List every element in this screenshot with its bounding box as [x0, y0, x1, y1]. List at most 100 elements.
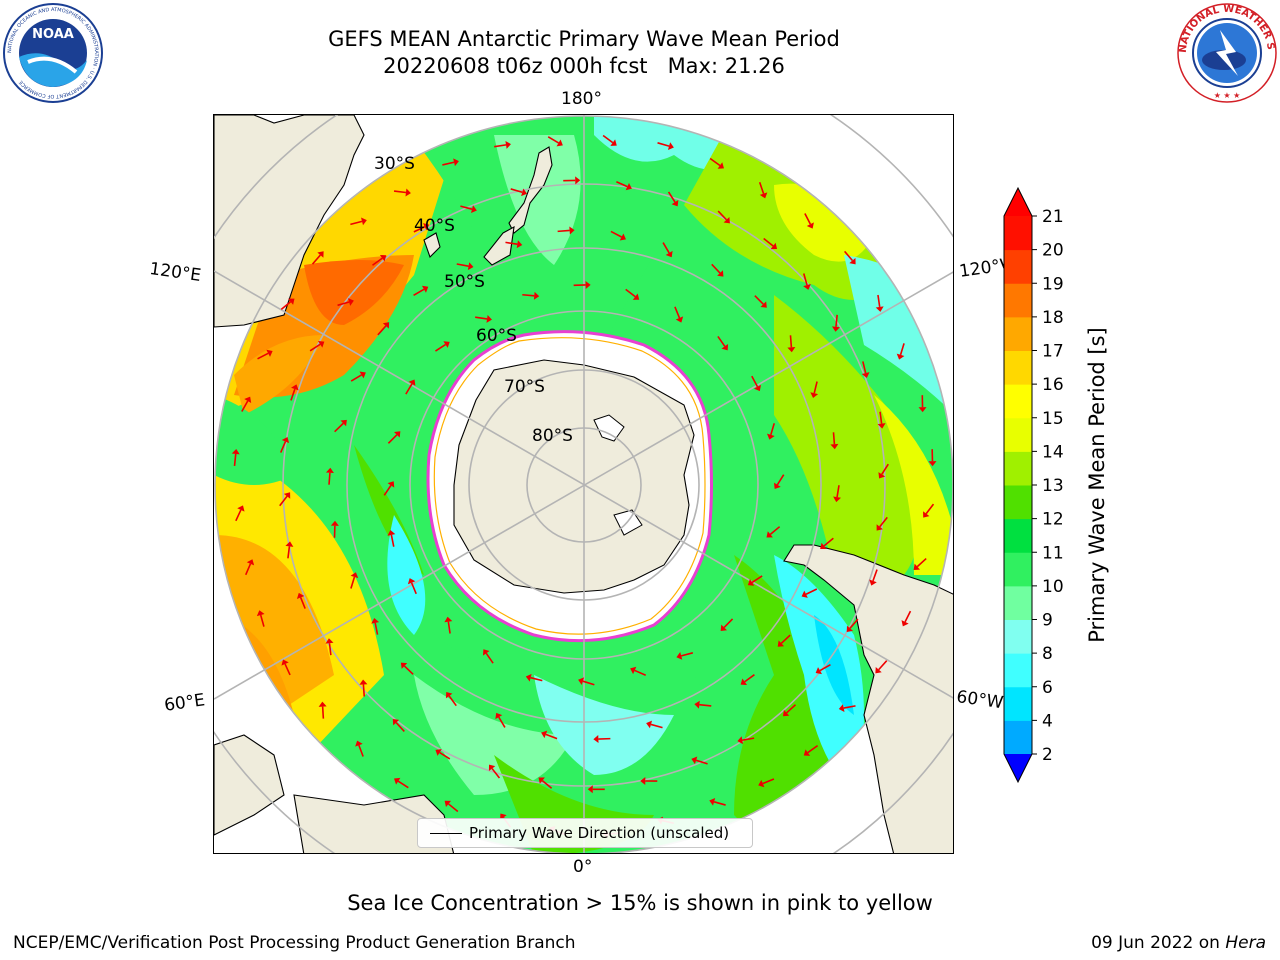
wave-arrow-head: [325, 467, 334, 474]
wave-arrow-shaft: [350, 220, 363, 226]
colorbar-segment: [1004, 552, 1032, 587]
wave-arrow-head: [901, 620, 909, 627]
wave-arrow-head: [675, 316, 684, 323]
wave-arrow-shaft: [843, 705, 856, 709]
wave-arrow-head: [488, 764, 496, 772]
wave-arrow-shaft: [460, 205, 473, 210]
wave-arrow-shaft: [448, 695, 457, 707]
wave-arrow-head: [766, 531, 773, 538]
wave-arrow-head: [877, 423, 886, 429]
wave-arrow-head: [753, 384, 761, 392]
wave-arrow-head: [382, 322, 390, 329]
colorbar-tick-label: 17: [1042, 342, 1064, 362]
wave-arrow-head: [435, 749, 442, 756]
wave-arrow-head: [625, 182, 632, 191]
wave-arrow-shaft: [410, 582, 417, 595]
wave-arrow-shaft: [280, 301, 292, 310]
wave-arrow-shaft: [557, 229, 570, 233]
wave-arrow-shaft: [447, 621, 451, 634]
wave-arrow-shaft: [530, 676, 543, 682]
wave-arrow-shaft: [435, 343, 446, 352]
wave-arrow-shaft: [616, 180, 628, 188]
wave-arrow-head: [849, 257, 856, 265]
lon-label-120e: 120°E: [148, 259, 203, 287]
wave-arrow-shaft: [807, 744, 819, 754]
footer-date: 09 Jun 2022 on Hera: [1091, 933, 1266, 953]
colorbar-segment: [1004, 316, 1032, 351]
colorbar-segment: [1004, 384, 1032, 419]
wave-arrow-head: [676, 652, 683, 660]
wave-arrow-shaft: [844, 250, 853, 262]
colorbar: 2 4 6 8 9 10 11 12 13 14 15 16 17 18 19 20 21: [1003, 186, 1064, 784]
wave-arrow-shaft: [328, 643, 332, 656]
wave-arrow-head: [444, 616, 453, 623]
colorbar-tick-label: 19: [1042, 274, 1064, 294]
wave-arrow-shaft: [485, 652, 494, 664]
colorbar-segment: [1004, 216, 1032, 251]
wave-arrow-head: [330, 520, 339, 526]
wave-arrow-head: [709, 797, 716, 806]
wave-arrow-shaft: [545, 733, 558, 740]
wave-arrow-head: [928, 461, 937, 467]
wave-arrow-head: [646, 720, 653, 729]
wave-arrow-shaft: [395, 722, 405, 732]
wave-arrow-head: [846, 625, 854, 632]
wave-arrow-head: [876, 524, 883, 531]
wave-arrow-head: [541, 730, 548, 739]
lat-label-70s: 70°S: [504, 377, 545, 397]
wave-arrow-head: [266, 349, 273, 357]
wave-arrow-head: [317, 340, 325, 348]
colorbar-segment: [1004, 249, 1032, 284]
wave-arrow-shaft: [387, 434, 398, 444]
wave-arrow-head: [665, 250, 673, 258]
wave-arrow-head: [394, 431, 401, 438]
wave-arrow-head: [400, 662, 408, 669]
wave-arrow-head: [318, 701, 327, 707]
wave-arrow-shaft: [681, 652, 694, 657]
wave-arrow-shaft: [350, 576, 356, 589]
lon-label-60e: 60°E: [163, 690, 207, 716]
wave-arrow-head: [801, 590, 808, 598]
colorbar-extend-under: [1004, 754, 1032, 782]
wave-arrow-shaft: [657, 142, 670, 147]
wave-arrow-shaft: [494, 144, 507, 148]
wave-arrow-shaft: [602, 134, 614, 144]
footer-date-text: 09 Jun 2022 on: [1091, 933, 1226, 953]
wave-arrow-shaft: [711, 263, 721, 274]
wave-arrow-head: [359, 371, 366, 379]
wave-arrow-head: [803, 749, 811, 756]
wave-arrow-head: [758, 779, 765, 788]
colorbar-segment: [1004, 720, 1032, 755]
wave-arrow-shaft: [804, 213, 812, 225]
wave-arrow-head: [923, 511, 930, 518]
wave-arrow-shaft: [498, 716, 506, 728]
wave-arrow-shaft: [709, 157, 721, 167]
wave-arrow-head: [869, 579, 877, 586]
polar-map: 30°S 40°S 50°S 60°S 70°S 80°S: [214, 115, 953, 853]
chart-title: GEFS MEAN Antarctic Primary Wave Mean Pe…: [328, 27, 840, 51]
wave-arrow-head: [630, 666, 637, 675]
wave-arrow-head: [525, 673, 532, 682]
footer-host: Hera: [1225, 933, 1266, 953]
wave-arrow-shaft: [328, 472, 331, 485]
colorbar-tick-label: 6: [1042, 678, 1053, 698]
wave-arrow-head: [782, 709, 790, 717]
wave-arrow-shaft: [625, 288, 636, 298]
wave-arrow-head: [640, 776, 646, 785]
wave-arrow-head: [861, 372, 870, 378]
wave-arrow-shaft: [717, 335, 726, 347]
colorbar-tick-label: 21: [1042, 207, 1064, 227]
wave-arrow-head: [244, 396, 252, 403]
wave-arrow-shaft: [374, 622, 379, 635]
wave-arrow-head: [766, 433, 775, 440]
wave-arrow-head: [740, 678, 748, 685]
colorbar-segment: [1004, 686, 1032, 721]
wave-arrow-head: [538, 777, 545, 784]
colorbar-segment: [1004, 585, 1032, 620]
wave-arrow-shaft: [337, 301, 350, 307]
wave-arrow-head: [288, 298, 295, 305]
wave-arrow-head: [256, 610, 265, 617]
wave-arrow-shaft: [717, 210, 728, 221]
wave-arrow-head: [723, 216, 730, 224]
wave-arrow-head: [815, 667, 822, 675]
